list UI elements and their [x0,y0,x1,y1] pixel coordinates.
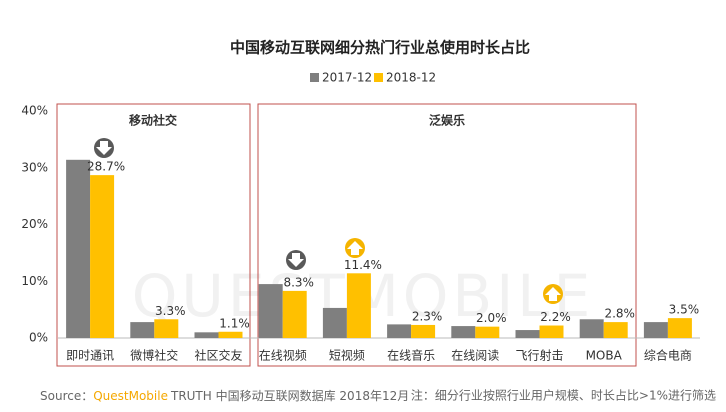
x-tick-label: 短视频 [329,348,365,363]
source-prefix: Source： [40,389,93,403]
value-label: 28.7% [87,160,125,174]
x-tick-label: 综合电商 [644,348,692,363]
value-label: 2.3% [412,309,443,323]
bar [515,330,540,338]
group-label: 移动社交 [129,113,177,128]
value-label: 3.5% [669,303,700,317]
bar [154,319,179,338]
legend-swatch [310,73,319,82]
bar [282,290,307,338]
x-tick-label: 社区交友 [194,348,242,363]
trend-icon [543,284,563,304]
source-rest: TRUTH 中国移动互联网数据库 2018年12月 [170,388,409,403]
note: 注：细分行业按照行业用户规模、时长占比>1%进行筛选 [411,388,716,403]
x-tick-label: 飞行射击 [515,348,563,363]
legend-label: 2017-12 [322,71,372,85]
bar [475,326,500,338]
bar [579,319,604,338]
bar [218,331,243,338]
x-tick-label: 在线音乐 [387,348,435,363]
bar [451,326,476,338]
x-tick-label: 在线阅读 [451,349,499,363]
value-label: 3.3% [155,304,186,318]
x-tick-label: 在线视频 [259,348,307,363]
bar [194,332,219,338]
y-tick-label: 20% [21,217,48,231]
source: Source：QuestMobile TRUTH 中国移动互联网数据库 2018年… [40,388,409,403]
y-tick-label: 40% [21,104,48,118]
group-label: 泛娱乐 [429,113,465,128]
y-tick-label: 0% [29,331,48,345]
group-box [56,103,251,367]
bar [539,325,564,338]
value-label: 2.0% [476,311,507,325]
trend-icon [94,138,114,158]
legend-label: 2018-12 [386,71,436,85]
value-label: 8.3% [283,275,314,289]
group-box [257,103,637,367]
x-tick-label: MOBA [586,349,623,363]
value-label: 1.1% [219,316,250,330]
bar [258,284,283,338]
y-tick-label: 10% [21,274,48,288]
bar [346,273,371,338]
source-brand: QuestMobile [93,389,168,403]
legend-swatch [374,73,383,82]
value-label: 2.2% [540,310,571,324]
bar [667,318,692,338]
value-label: 11.4% [344,258,382,272]
x-tick-label: 即时通讯 [66,349,114,363]
bar [66,159,91,338]
trend-icon [345,238,365,258]
value-label: 2.8% [604,307,635,321]
y-tick-label: 30% [21,160,48,174]
bar [130,322,155,338]
bar [411,324,436,338]
bar [387,324,412,338]
chart-title: 中国移动互联网细分热门行业总使用时长占比 [230,39,530,57]
bar [603,322,628,338]
trend-icon [286,250,306,270]
bar [643,322,668,338]
x-tick-label: 微博社交 [130,348,178,363]
bar [322,307,347,338]
bar [90,175,115,338]
